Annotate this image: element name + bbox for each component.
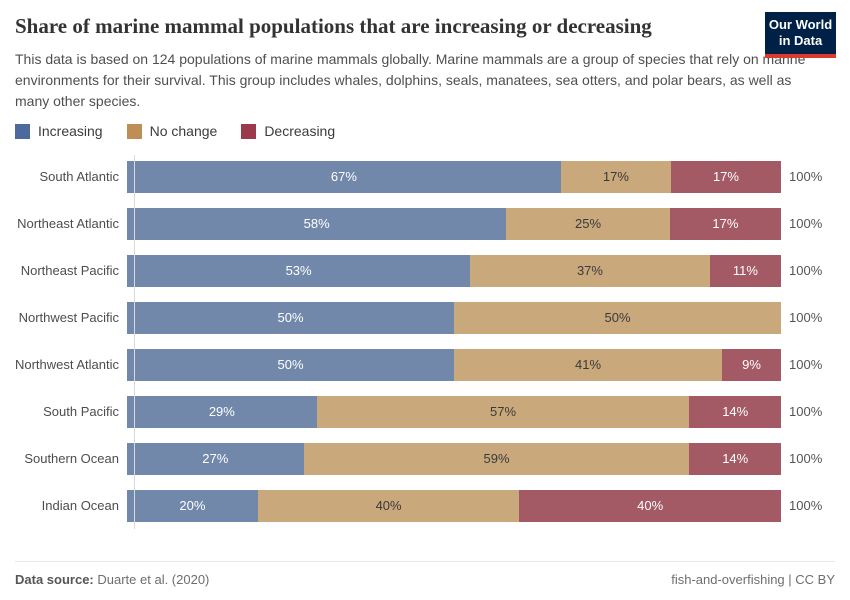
bar-segment-increasing[interactable]: 29% — [127, 395, 317, 428]
row-label: Northwest Atlantic — [14, 357, 119, 372]
row-label: Southern Ocean — [24, 451, 119, 466]
bar-segment-increasing[interactable]: 53% — [127, 254, 471, 287]
row-total-label: 100% — [789, 451, 823, 466]
bar-segment-decreasing[interactable]: 40% — [519, 489, 781, 522]
bar-segment-decreasing[interactable]: 17% — [670, 160, 781, 193]
legend-swatch-decreasing — [241, 123, 257, 139]
bar-segment-no-change[interactable]: 41% — [454, 348, 723, 381]
data-source-value: Duarte et al. (2020) — [97, 572, 210, 587]
bar-segment-increasing[interactable]: 27% — [127, 442, 304, 475]
owid-logo-line1: Our World — [768, 17, 833, 32]
row-label: Northwest Pacific — [18, 310, 119, 325]
chart-row-northeast-atlantic: Northeast Atlantic 58% 25% 17% 100% — [0, 200, 850, 247]
page-title: Share of marine mammal populations that … — [15, 14, 652, 38]
bar-segment-increasing[interactable]: 50% — [127, 301, 454, 334]
bar-segment-increasing[interactable]: 50% — [127, 348, 454, 381]
row-total-label: 100% — [789, 498, 823, 513]
row-total-label: 100% — [789, 263, 823, 278]
legend-label: Decreasing — [264, 123, 336, 139]
chart-legend: Increasing No change Decreasing — [15, 123, 835, 139]
legend-item-no-change: No change — [126, 123, 218, 139]
chart-row-northeast-pacific: Northeast Pacific 53% 37% 11% 100% — [0, 247, 850, 294]
license-note: fish-and-overfishing | CC BY — [671, 572, 835, 587]
bar-track: 27% 59% 14% — [127, 442, 781, 475]
bar-segment-decreasing[interactable]: 14% — [689, 395, 781, 428]
chart-subtitle: This data is based on 124 populations of… — [15, 51, 806, 109]
chart-row-southern-ocean: Southern Ocean 27% 59% 14% 100% — [0, 435, 850, 482]
row-label: Indian Ocean — [41, 498, 119, 513]
bar-track: 20% 40% 40% — [127, 489, 781, 522]
stacked-bar-chart: South Atlantic 67% 17% 17% 100% Northeast Atl… — [0, 153, 850, 529]
chart-row-northwest-atlantic: Northwest Atlantic 50% 41% 9% 100% — [0, 341, 850, 388]
row-total-label: 100% — [789, 404, 823, 419]
owid-logo[interactable]: Our World in Data — [765, 12, 836, 58]
bar-segment-decreasing[interactable]: 9% — [722, 348, 781, 381]
row-total-label: 100% — [789, 216, 823, 231]
legend-item-increasing: Increasing — [15, 123, 103, 139]
row-label: Northeast Pacific — [20, 263, 119, 278]
chart-header: Share of marine mammal populations that … — [0, 0, 850, 112]
bar-segment-increasing[interactable]: 58% — [127, 207, 507, 240]
chart-row-indian-ocean: Indian Ocean 20% 40% 40% 100% — [0, 482, 850, 529]
chart-footer: Data source: Duarte et al. (2020) fish-a… — [15, 561, 835, 600]
bar-segment-decreasing[interactable]: 14% — [689, 442, 781, 475]
bar-segment-no-change[interactable]: 59% — [303, 442, 690, 475]
chart-row-south-atlantic: South Atlantic 67% 17% 17% 100% — [0, 153, 850, 200]
legend-label: No change — [149, 123, 218, 139]
bar-segment-decreasing[interactable]: 11% — [709, 254, 781, 287]
bar-segment-increasing[interactable]: 20% — [127, 489, 258, 522]
bar-segment-no-change[interactable]: 57% — [316, 395, 690, 428]
row-label: Northeast Atlantic — [17, 216, 119, 231]
bar-segment-increasing[interactable]: 67% — [127, 160, 561, 193]
bar-track: 53% 37% 11% — [127, 254, 781, 287]
bar-segment-no-change[interactable]: 25% — [506, 207, 670, 240]
bar-track: 29% 57% 14% — [127, 395, 781, 428]
y-axis-line — [134, 155, 135, 529]
bar-track: 58% 25% 17% — [127, 207, 781, 240]
row-total-label: 100% — [789, 357, 823, 372]
data-source-label: Data source: — [15, 572, 94, 587]
row-total-label: 100% — [789, 169, 823, 184]
chart-row-northwest-pacific: Northwest Pacific 50% 50% 100% — [0, 294, 850, 341]
bar-track: 50% 50% — [127, 301, 781, 334]
bar-track: 67% 17% 17% — [127, 160, 781, 193]
legend-swatch-no-change — [126, 123, 142, 139]
row-label: South Pacific — [43, 404, 119, 419]
bar-track: 50% 41% 9% — [127, 348, 781, 381]
row-total-label: 100% — [789, 310, 823, 325]
data-source-note: Data source: Duarte et al. (2020) — [15, 572, 209, 587]
owid-logo-line2: in Data — [778, 33, 823, 48]
legend-swatch-increasing — [15, 123, 30, 139]
legend-item-decreasing: Decreasing — [241, 123, 335, 139]
chart-rows: South Atlantic 67% 17% 17% 100% Northeast Atl… — [0, 153, 850, 529]
chart-row-south-pacific: South Pacific 29% 57% 14% 100% — [0, 388, 850, 435]
bar-segment-no-change[interactable]: 50% — [454, 301, 781, 334]
bar-segment-no-change[interactable]: 40% — [257, 489, 520, 522]
row-label: South Atlantic — [39, 169, 120, 184]
bar-segment-no-change[interactable]: 17% — [560, 160, 671, 193]
legend-label: Increasing — [38, 123, 103, 139]
bar-segment-decreasing[interactable]: 17% — [669, 207, 781, 240]
bar-segment-no-change[interactable]: 37% — [470, 254, 710, 287]
